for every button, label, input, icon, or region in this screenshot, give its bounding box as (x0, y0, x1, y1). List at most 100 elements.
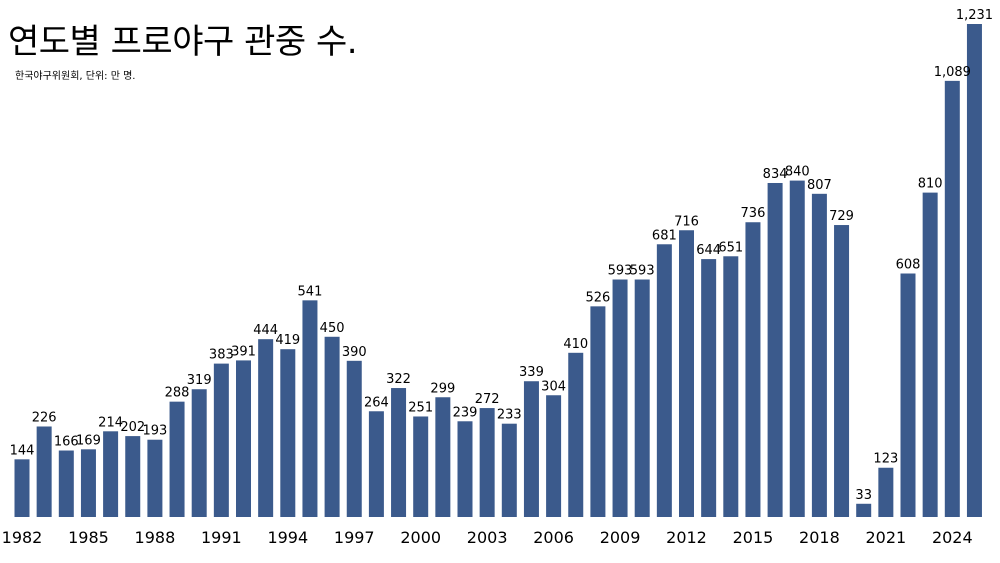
x-tick-2012: 2012 (666, 528, 707, 547)
bar-2015 (745, 222, 761, 518)
bar-2002 (457, 421, 473, 517)
bar-1991 (213, 363, 229, 517)
x-tick-2018: 2018 (799, 528, 840, 547)
bar-1983 (36, 426, 52, 517)
bar-2011 (656, 244, 672, 517)
value-label-1999: 322 (386, 372, 411, 387)
bar-2025 (966, 24, 982, 517)
value-label-1993: 444 (253, 323, 278, 338)
value-label-2012: 716 (674, 214, 699, 229)
value-label-2003: 272 (475, 392, 500, 407)
bar-1994 (280, 349, 296, 517)
bar-1996 (324, 336, 340, 517)
value-label-1991: 383 (209, 348, 234, 363)
x-axis-ticks: 1982 1985 1988 1991 1994 1997 2000 2003 2006 2009… (2, 528, 973, 547)
bar-1988 (147, 439, 163, 517)
bar-2004 (501, 423, 517, 517)
x-tick-1997: 1997 (334, 528, 375, 547)
bar-2009 (612, 279, 628, 517)
value-label-2016: 834 (763, 167, 788, 182)
value-label-1983: 226 (32, 410, 57, 425)
bar-2022 (900, 273, 916, 517)
value-label-2002: 239 (453, 405, 478, 420)
x-tick-2024: 2024 (932, 528, 973, 547)
bar-2010 (634, 279, 650, 517)
bar-2008 (590, 306, 606, 517)
bar-2018 (811, 193, 827, 517)
bar-1995 (302, 300, 318, 517)
bar-2017 (789, 180, 805, 517)
value-label-2025: 1,231 (956, 8, 993, 23)
value-label-1988: 193 (142, 424, 167, 439)
bar-2000 (413, 416, 429, 517)
bar-1993 (258, 339, 274, 517)
bar-2023 (922, 192, 938, 518)
bar-2021 (878, 467, 894, 517)
value-label-2024: 1,089 (934, 65, 971, 80)
bar-2020 (856, 503, 872, 517)
bar-2001 (435, 397, 451, 517)
value-label-1990: 319 (187, 373, 212, 388)
value-label-2018: 807 (807, 178, 832, 193)
bar-2003 (479, 408, 495, 517)
value-label-2023: 810 (918, 177, 943, 192)
x-tick-2021: 2021 (865, 528, 906, 547)
value-label-2010: 593 (630, 264, 655, 279)
bar-1999 (391, 388, 407, 517)
bar-1984 (58, 450, 74, 517)
x-tick-1994: 1994 (267, 528, 308, 547)
bar-1986 (103, 431, 119, 517)
value-label-2006: 304 (541, 379, 566, 394)
value-label-2007: 410 (563, 337, 588, 352)
value-label-2008: 526 (585, 290, 610, 305)
x-tick-2015: 2015 (733, 528, 774, 547)
x-tick-1991: 1991 (201, 528, 242, 547)
bars-layer (14, 24, 982, 518)
value-label-2013: 644 (696, 243, 721, 258)
bar-2014 (723, 256, 739, 517)
x-tick-2009: 2009 (600, 528, 641, 547)
value-label-2014: 651 (718, 240, 743, 255)
value-label-2005: 339 (519, 365, 544, 380)
value-label-2021: 123 (873, 452, 898, 467)
x-tick-1985: 1985 (68, 528, 109, 547)
bar-1989 (169, 401, 185, 517)
bar-1987 (125, 436, 141, 517)
value-label-1998: 264 (364, 395, 389, 410)
value-label-1984: 166 (54, 435, 79, 450)
bar-2013 (701, 259, 717, 517)
value-label-2000: 251 (408, 400, 433, 415)
value-label-1985: 169 (76, 433, 101, 448)
bar-2005 (523, 381, 539, 517)
x-tick-2000: 2000 (400, 528, 441, 547)
value-label-2015: 736 (741, 206, 766, 221)
value-label-1995: 541 (298, 284, 323, 299)
bar-1985 (80, 449, 96, 517)
bar-2006 (546, 395, 562, 517)
bar-1998 (368, 411, 384, 517)
bar-1990 (191, 389, 207, 517)
value-label-1992: 391 (231, 344, 256, 359)
value-label-1982: 144 (10, 443, 35, 458)
bar-2019 (834, 225, 850, 518)
chart-subtitle: 한국야구위원회, 단위: 만 명. (15, 71, 136, 82)
value-label-1996: 450 (320, 321, 345, 336)
value-label-2022: 608 (896, 258, 921, 273)
value-label-2020: 33 (855, 488, 872, 503)
bar-1982 (14, 459, 30, 517)
x-tick-1988: 1988 (135, 528, 176, 547)
x-tick-2006: 2006 (533, 528, 574, 547)
value-label-2004: 233 (497, 408, 522, 423)
bar-2016 (767, 182, 783, 518)
value-label-2017: 840 (785, 165, 810, 180)
chart-title: 연도별 프로야구 관중 수. (8, 22, 358, 62)
x-tick-1982: 1982 (2, 528, 43, 547)
value-label-1994: 419 (275, 333, 300, 348)
value-label-2001: 299 (430, 381, 455, 396)
value-label-1986: 214 (98, 415, 123, 430)
bar-2024 (944, 80, 960, 518)
x-tick-2003: 2003 (467, 528, 508, 547)
bar-1997 (346, 360, 362, 517)
value-label-1997: 390 (342, 345, 367, 360)
